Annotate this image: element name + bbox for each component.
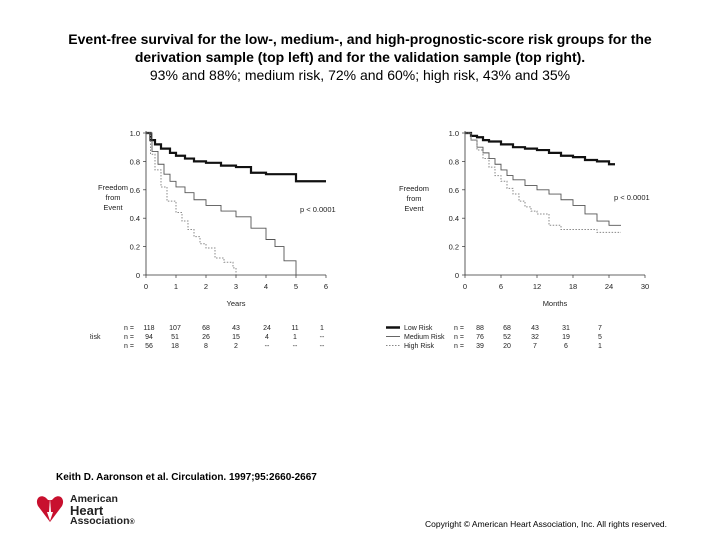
at-risk-count: 52 [503, 334, 511, 341]
legend-label-medium-risk: Medium Risk [90, 334, 101, 341]
copyright-notice: Copyright © American Heart Association, … [425, 519, 668, 529]
at-risk-count: 11 [291, 325, 298, 332]
at-risk-count: 8 [204, 343, 208, 350]
at-risk-count: 88 [476, 325, 484, 332]
at-risk-count: 4 [265, 334, 269, 341]
at-risk-count: 2 [234, 343, 238, 350]
series-line-low-risk [146, 131, 326, 183]
x-tick-label: 12 [533, 282, 541, 291]
figure-caption: Event-free survival for the low-, medium… [0, 30, 720, 84]
at-risk-prefix: n = [454, 334, 464, 341]
at-risk-count: 51 [171, 334, 179, 341]
at-risk-prefix: n = [454, 343, 464, 350]
y-tick-label: 0.4 [449, 214, 459, 223]
aha-line-1: American [70, 493, 118, 505]
y-tick-label: 0.8 [449, 157, 459, 166]
series-line-high-risk [465, 132, 621, 233]
caption-line-2: derivation sample (top left) and for the… [134, 49, 586, 65]
at-risk-prefix: n = [124, 325, 134, 332]
caption-line-1: Event-free survival for the low-, medium… [68, 31, 652, 47]
at-risk-prefix: n = [124, 343, 134, 350]
x-tick-label: 30 [641, 282, 649, 291]
x-tick-label: 2 [204, 282, 208, 291]
at-risk-count: 15 [232, 334, 240, 341]
x-tick-label: 6 [499, 282, 503, 291]
at-risk-count: 31 [562, 325, 570, 332]
aha-line-3: Association® [70, 516, 135, 528]
aha-registered-mark: ® [129, 519, 135, 526]
at-risk-count: -- [265, 343, 270, 350]
series-line-low-risk [465, 131, 615, 166]
x-tick-label: 1 [174, 282, 178, 291]
y-tick-label: 0.6 [449, 186, 459, 195]
y-tick-label: 0.2 [130, 243, 140, 252]
chart-validation-sample: 0 0.2 0.4 0.6 0.8 1.0 0 6 12 18 24 30 Freedom from Eve… [386, 129, 650, 350]
at-risk-count: 39 [476, 343, 484, 350]
at-risk-count: 1 [320, 325, 324, 332]
legend-label-low-risk: Low Risk [404, 325, 433, 332]
y-tick-label: 1.0 [449, 129, 459, 138]
x-tick-label: 5 [294, 282, 298, 291]
y-tick-label: 0.6 [130, 186, 140, 195]
at-risk-count: 6 [564, 343, 568, 350]
at-risk-count: 56 [145, 343, 153, 350]
at-risk-count: 26 [202, 334, 210, 341]
y-tick-label: 0.2 [449, 243, 459, 252]
y-tick-label: 0 [455, 271, 459, 280]
aha-wordmark: American Heart Association® [70, 494, 135, 528]
y-axis-label: Freedom from Event [98, 183, 128, 212]
at-risk-count: -- [320, 334, 325, 341]
legend-label-medium-risk: Medium Risk [404, 334, 445, 341]
at-risk-count: 7 [598, 325, 602, 332]
x-tick-label: 6 [324, 282, 328, 291]
at-risk-count: 68 [503, 325, 511, 332]
x-tick-label: 4 [264, 282, 268, 291]
aha-line-2: Heart [70, 503, 104, 518]
p-value-annotation: p < 0.0001 [614, 193, 650, 202]
at-risk-count: 118 [143, 325, 154, 332]
x-axis-label: Months [543, 299, 568, 308]
at-risk-count: -- [320, 343, 325, 350]
x-tick-label: 18 [569, 282, 577, 291]
y-tick-label: 0 [136, 271, 140, 280]
at-risk-count: 24 [263, 325, 271, 332]
x-tick-label: 3 [234, 282, 238, 291]
at-risk-count: 19 [562, 334, 570, 341]
y-tick-label: 1.0 [130, 129, 140, 138]
at-risk-count: 1 [293, 334, 297, 341]
y-axis-label: Freedom from Event [399, 184, 429, 213]
series-line-high-risk [146, 132, 237, 275]
at-risk-count: 76 [476, 334, 484, 341]
at-risk-count: 94 [145, 334, 153, 341]
y-tick-label: 0.4 [130, 214, 140, 223]
caption-line-3: 93% and 88%; medium risk, 72% and 60%; h… [149, 67, 571, 83]
at-risk-count: 43 [232, 325, 240, 332]
x-tick-label: 0 [144, 282, 148, 291]
legend-label-high-risk: High Risk [404, 343, 434, 350]
at-risk-prefix: n = [454, 325, 464, 332]
at-risk-count: 7 [533, 343, 537, 350]
at-risk-count: 68 [202, 325, 210, 332]
at-risk-count: 1 [598, 343, 602, 350]
at-risk-prefix: n = [124, 334, 134, 341]
x-tick-label: 24 [605, 282, 613, 291]
at-risk-count: 20 [503, 343, 511, 350]
x-axis-label: Years [227, 299, 246, 308]
p-value-annotation: p < 0.0001 [300, 205, 336, 214]
at-risk-count: 32 [531, 334, 539, 341]
series-line-medium-risk [465, 132, 621, 226]
y-tick-label: 0.8 [130, 157, 140, 166]
at-risk-count: 107 [169, 325, 181, 332]
series-line-medium-risk [146, 132, 297, 275]
at-risk-count: 43 [531, 325, 539, 332]
x-tick-label: 0 [463, 282, 467, 291]
aha-line-3-text: Association [70, 515, 130, 527]
at-risk-count: 18 [171, 343, 179, 350]
citation: Keith D. Aaronson et al. Circulation. 19… [56, 472, 317, 483]
at-risk-count: 5 [598, 334, 602, 341]
at-risk-count: -- [293, 343, 298, 350]
heart-torch-logo-icon [36, 496, 64, 522]
